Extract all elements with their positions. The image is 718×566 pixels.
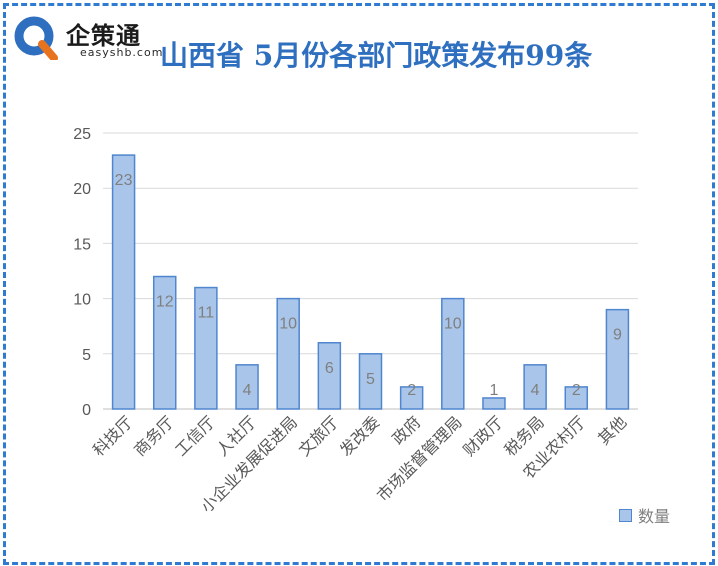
- data-label: 11: [198, 305, 215, 322]
- brand-logo: 企策通 easyshb.com: [12, 12, 162, 62]
- chart-legend: 数量: [619, 503, 670, 527]
- bar: [317, 342, 342, 410]
- y-tick-label: 0: [82, 402, 91, 419]
- bar: [441, 297, 465, 410]
- data-label: 6: [325, 360, 334, 377]
- y-tick-label: 10: [73, 292, 91, 309]
- legend-swatch: [619, 508, 632, 522]
- x-tick-label: 其他: [594, 412, 630, 448]
- data-label: 12: [156, 294, 174, 311]
- bar: [152, 275, 177, 410]
- data-label: 10: [279, 316, 297, 333]
- y-tick-label: 25: [73, 126, 91, 143]
- x-tick-label: 财政厅: [459, 412, 506, 459]
- data-label: 2: [572, 382, 581, 399]
- y-tick-label: 5: [82, 347, 91, 364]
- bar: [399, 386, 424, 410]
- logo-name-en: easyshb.com: [80, 46, 164, 59]
- x-tick-label: 科技厅: [89, 412, 136, 459]
- bar: [194, 286, 218, 410]
- y-tick-label: 20: [73, 181, 91, 198]
- data-label: 5: [366, 371, 375, 388]
- x-tick-label: 商务厅: [130, 412, 177, 459]
- data-label: 23: [115, 172, 133, 189]
- y-tick-label: 15: [73, 236, 91, 253]
- x-tick-label: 政府: [388, 412, 424, 448]
- data-label: 10: [444, 316, 462, 333]
- bar: [111, 154, 136, 410]
- bar: [482, 397, 506, 410]
- bar: [564, 386, 589, 410]
- chart-title: 山西省 5月份各部门政策发布99条: [160, 39, 593, 72]
- logo-name-cn: 企策通: [66, 22, 141, 50]
- data-label: 4: [243, 382, 252, 399]
- bar: [276, 297, 300, 410]
- data-label: 4: [531, 382, 540, 399]
- x-tick-label: 文旅厅: [295, 412, 342, 459]
- legend-label: 数量: [638, 507, 671, 526]
- data-label: 2: [407, 382, 416, 399]
- x-tick-label: 工信厅: [171, 412, 218, 459]
- data-label: 9: [613, 327, 622, 344]
- bar: [605, 308, 630, 410]
- data-label: 1: [490, 382, 499, 399]
- bar: [235, 364, 259, 410]
- bar: [358, 353, 383, 410]
- q-logo-icon: [14, 16, 58, 60]
- bar: [523, 364, 547, 410]
- page-border: [3, 3, 715, 565]
- x-tick-label: 发改委: [336, 412, 383, 459]
